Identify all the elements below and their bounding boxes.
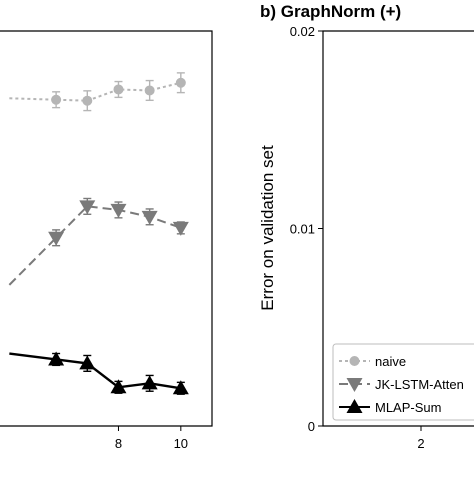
y-axis-label: Error on validation set xyxy=(258,145,277,311)
data-point xyxy=(141,375,158,390)
legend: naive JK-LSTM-Atten MLAP-Sum xyxy=(332,343,474,421)
legend-label: JK-LSTM-Atten xyxy=(375,377,464,392)
legend-entry: JK-LSTM-Atten xyxy=(339,377,464,392)
data-point xyxy=(79,355,96,370)
data-point xyxy=(51,94,62,105)
left-panel: 8 10 xyxy=(0,30,213,451)
legend-label: naive xyxy=(375,354,406,369)
x-tick-label: 8 xyxy=(115,436,122,451)
data-point xyxy=(110,379,127,394)
legend-entry: naive xyxy=(339,354,406,369)
y-tick-label: 0.02 xyxy=(290,24,315,39)
series-line xyxy=(9,352,182,390)
chart-title: b) GraphNorm (+) xyxy=(260,2,401,21)
y-tick-label: 0 xyxy=(308,419,315,434)
data-point xyxy=(79,200,96,215)
data-point xyxy=(172,380,189,395)
data-point xyxy=(113,84,124,95)
series-line xyxy=(8,205,182,286)
legend-marker xyxy=(346,399,363,413)
data-point xyxy=(141,210,158,225)
data-point xyxy=(48,231,65,246)
series-line xyxy=(9,81,182,102)
data-point xyxy=(110,203,127,218)
legend-marker xyxy=(346,378,363,392)
data-point xyxy=(82,95,93,106)
right-panel: b) GraphNorm (+) Error on validation set… xyxy=(258,2,474,451)
x-tick-label: 2 xyxy=(417,436,424,451)
x-tick-label: 10 xyxy=(174,436,188,451)
legend-marker xyxy=(349,356,360,366)
series-naive xyxy=(9,72,186,112)
legend-entry: MLAP-Sum xyxy=(339,399,441,415)
series-jk-lstm-attention xyxy=(8,197,189,286)
data-point xyxy=(172,221,189,236)
legend-label: MLAP-Sum xyxy=(375,400,441,415)
left-plot-frame xyxy=(0,30,213,427)
y-tick-label: 0.01 xyxy=(290,222,315,237)
data-point xyxy=(175,77,186,88)
legend-box xyxy=(332,343,474,421)
data-point xyxy=(48,351,65,366)
series-mlap-sum xyxy=(9,351,189,395)
data-point xyxy=(144,85,155,96)
